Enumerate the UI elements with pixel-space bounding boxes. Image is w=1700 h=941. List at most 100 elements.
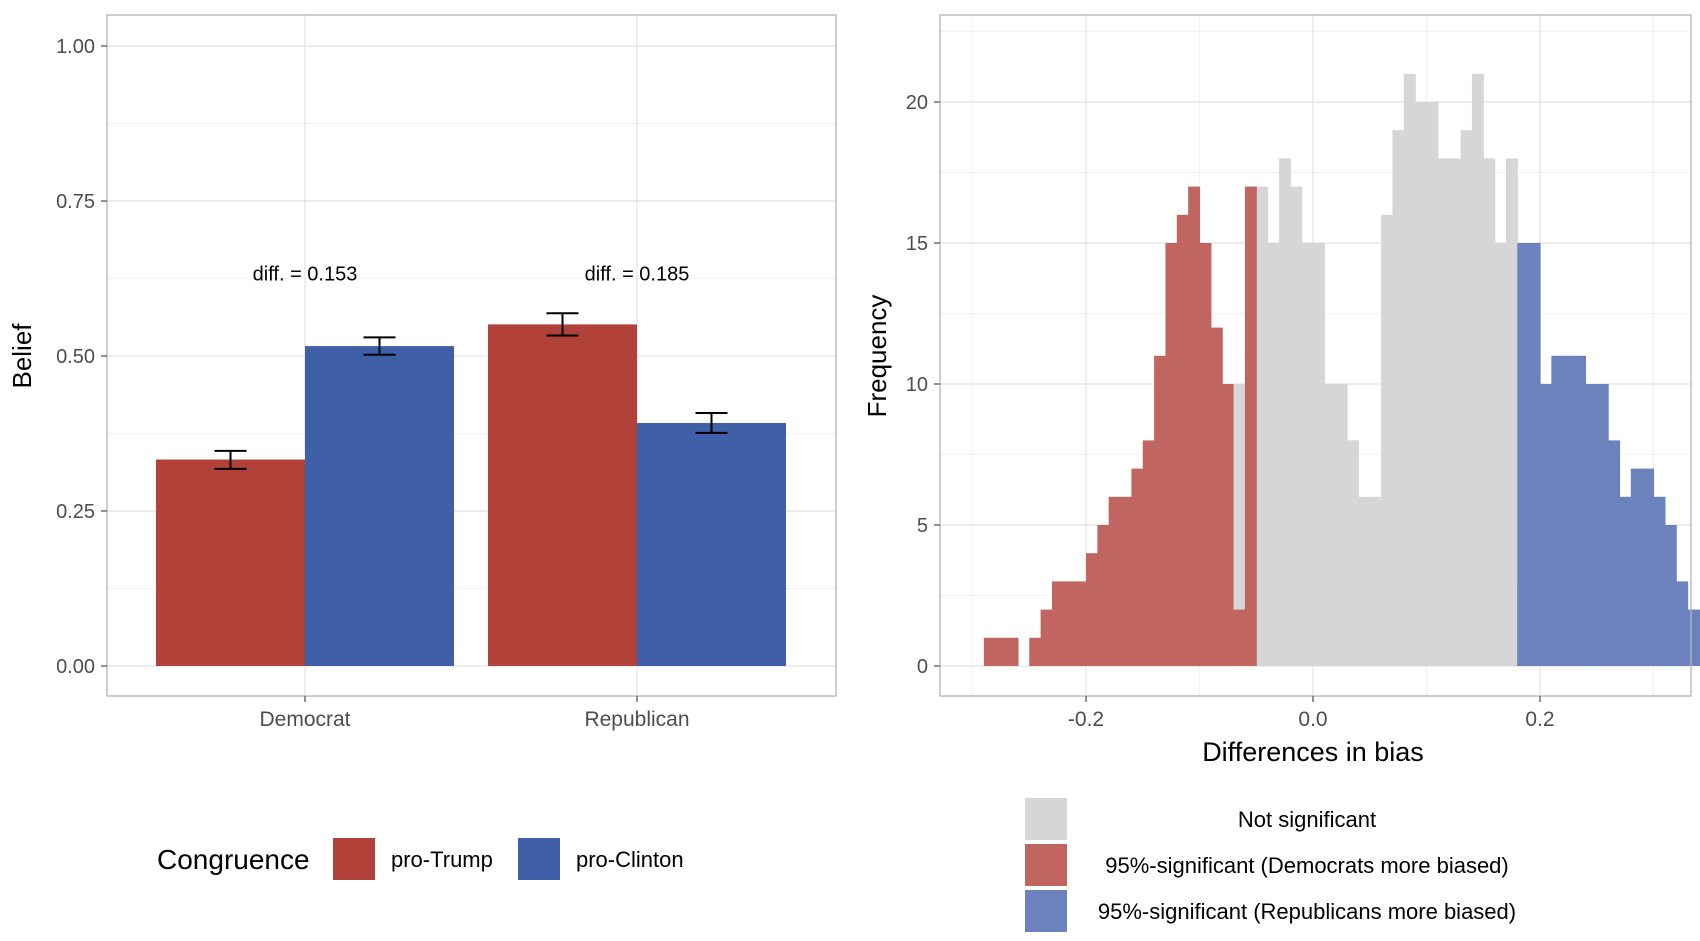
histogram-bin bbox=[1483, 158, 1496, 666]
histogram-bin bbox=[995, 637, 1008, 666]
histogram-bin bbox=[1426, 102, 1439, 666]
histogram-bin bbox=[1301, 243, 1314, 666]
histogram-bin bbox=[1494, 243, 1507, 666]
y-tick-label: 10 bbox=[906, 374, 928, 396]
histogram-bin bbox=[1381, 214, 1394, 667]
histogram-bin bbox=[1528, 243, 1541, 666]
legend-key-histogram bbox=[1025, 890, 1067, 932]
histogram-bin bbox=[1188, 186, 1201, 666]
histogram-bin-republicans bbox=[1562, 384, 1575, 666]
y-tick-label: 1.00 bbox=[56, 36, 95, 58]
histogram-bin bbox=[1051, 581, 1064, 666]
histogram-bin bbox=[1222, 384, 1235, 666]
histogram-bin bbox=[1574, 355, 1586, 666]
histogram-bin bbox=[1347, 440, 1359, 666]
histogram-bin bbox=[1676, 581, 1689, 666]
y-tick-label: 0.75 bbox=[56, 191, 95, 213]
histogram-bin bbox=[1653, 496, 1666, 666]
histogram-bin-republicans bbox=[1528, 496, 1541, 666]
bar-pro-clinton-republican bbox=[637, 422, 786, 666]
histogram-bin-democrats bbox=[1233, 609, 1246, 666]
histogram-bin-democrats bbox=[1244, 186, 1257, 666]
histogram-bin bbox=[1097, 525, 1110, 666]
histogram-bin bbox=[1403, 73, 1416, 667]
histogram-bin bbox=[1199, 243, 1212, 666]
y-tick-label: 0.25 bbox=[56, 501, 95, 523]
histogram-bin bbox=[1278, 158, 1291, 666]
legend-key-histogram bbox=[1025, 844, 1067, 886]
x-tick-label: Democrat bbox=[259, 708, 350, 731]
histogram-bin bbox=[1630, 468, 1643, 666]
histogram-bin bbox=[1517, 243, 1530, 666]
legend-key-histogram bbox=[1025, 798, 1067, 840]
legend-label: 95%-significant (Democrats more biased) bbox=[1105, 853, 1509, 878]
histogram-bin bbox=[1233, 384, 1246, 666]
x-tick-label: -0.2 bbox=[1068, 708, 1104, 731]
histogram-bin bbox=[1176, 214, 1189, 667]
histogram-bin bbox=[1460, 130, 1473, 666]
histogram-bin bbox=[1642, 468, 1655, 666]
bar-pro-trump-democrat bbox=[156, 459, 305, 666]
bar-pro-clinton-democrat bbox=[305, 346, 454, 666]
legend-label: Not significant bbox=[1238, 807, 1376, 832]
histogram-bin bbox=[1585, 384, 1598, 666]
histogram-bin bbox=[1120, 496, 1132, 666]
histogram-bin-republicans bbox=[1551, 355, 1564, 666]
y-axis-title: Frequency bbox=[862, 295, 892, 418]
diff-annotation: diff. = 0.153 bbox=[253, 263, 358, 285]
y-tick-label: 5 bbox=[917, 515, 928, 537]
histogram-bin bbox=[1313, 243, 1325, 666]
histogram-bin bbox=[1063, 581, 1076, 666]
histogram-bin bbox=[1687, 609, 1700, 666]
legend-label: 95%-significant (Republicans more biased… bbox=[1098, 899, 1516, 924]
x-tick-label: 0.0 bbox=[1298, 708, 1327, 731]
histogram-bin bbox=[1108, 496, 1121, 666]
histogram-bin bbox=[1267, 243, 1280, 666]
histogram-bin bbox=[1698, 609, 1700, 666]
y-tick-label: 0 bbox=[917, 656, 928, 678]
histogram-bin bbox=[1324, 384, 1337, 666]
histogram-bin bbox=[1142, 440, 1155, 666]
y-tick-label: 0.50 bbox=[56, 346, 95, 368]
histogram-bin bbox=[1290, 186, 1303, 666]
histogram-bin bbox=[1131, 468, 1144, 666]
x-tick-label: 0.2 bbox=[1525, 708, 1554, 731]
histogram-bin bbox=[1256, 186, 1269, 666]
x-axis-title: Differences in bias bbox=[1202, 737, 1424, 767]
legend-key-pro-clinton bbox=[518, 838, 560, 880]
panel-right-border bbox=[939, 14, 1692, 697]
histogram-bin bbox=[1029, 637, 1042, 666]
histogram-bin bbox=[1437, 158, 1450, 666]
histogram-bin bbox=[1165, 243, 1178, 666]
histogram-bin bbox=[1040, 609, 1053, 666]
histogram-bin bbox=[1086, 553, 1098, 666]
histogram-bin bbox=[1596, 384, 1609, 666]
histogram-bin bbox=[1392, 130, 1405, 666]
legend-title: Congruence bbox=[157, 844, 310, 875]
histogram-bin bbox=[1210, 327, 1223, 666]
histogram-bin bbox=[1619, 496, 1632, 666]
histogram-bin bbox=[1369, 496, 1382, 666]
histogram-bin bbox=[1505, 158, 1518, 666]
legend-label: pro-Trump bbox=[391, 847, 493, 872]
y-axis-title: Belief bbox=[7, 323, 37, 389]
histogram-bin bbox=[1154, 355, 1167, 666]
y-tick-label: 15 bbox=[906, 233, 928, 255]
histogram-bin bbox=[1449, 158, 1462, 666]
histogram-bin bbox=[1471, 73, 1484, 667]
legend-key-pro-trump bbox=[333, 838, 375, 880]
histogram-bin bbox=[983, 637, 996, 666]
legend-label: pro-Clinton bbox=[576, 847, 684, 872]
histogram-bin bbox=[1006, 637, 1019, 666]
y-tick-label: 0.00 bbox=[56, 656, 95, 678]
histogram-bin bbox=[1415, 102, 1428, 666]
histogram-bin bbox=[1664, 525, 1677, 666]
diff-annotation: diff. = 0.185 bbox=[585, 263, 690, 285]
x-tick-label: Republican bbox=[584, 708, 689, 731]
histogram-bin bbox=[1358, 496, 1371, 666]
histogram-bin-republicans bbox=[1517, 581, 1530, 666]
histogram-bin bbox=[1335, 384, 1348, 666]
y-tick-label: 20 bbox=[906, 92, 928, 114]
